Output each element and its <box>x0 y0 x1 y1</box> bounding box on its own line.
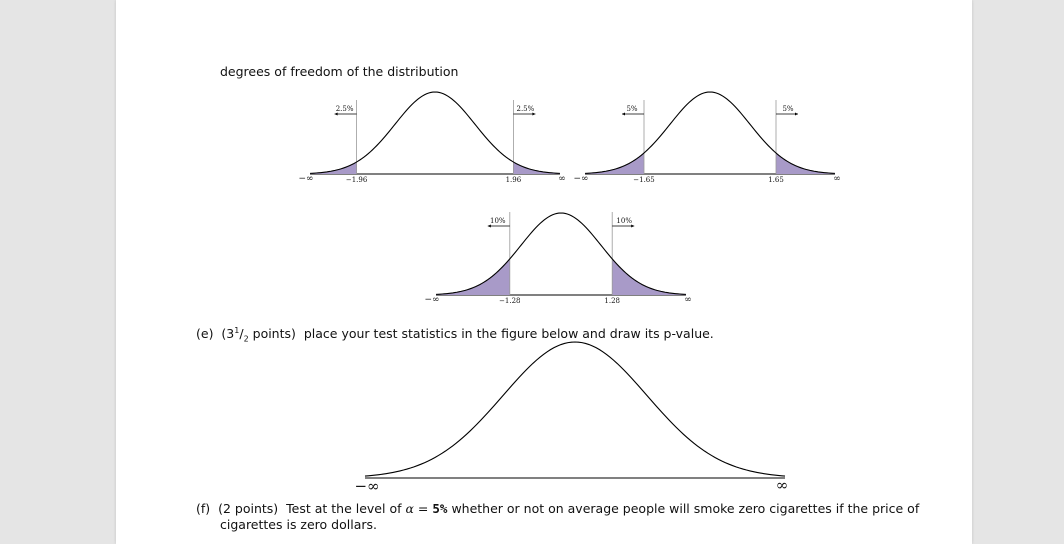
figures-svg: 2.5% 2.5% −∞ −1.96 1.96 ∞ 5% 5% −∞ −1.65 1.65 ∞ 10… <box>298 91 841 495</box>
alpha-symbol: α <box>405 501 414 516</box>
equals-sign: = <box>417 501 429 516</box>
left-tail-area <box>436 258 510 295</box>
question-f-points: (2 points) <box>218 501 279 516</box>
left-arrow-head <box>334 112 338 116</box>
pos-infinity-label: ∞ <box>776 476 789 494</box>
right-tail-label: 10% <box>616 217 632 225</box>
right-tail-label: 2.5% <box>517 105 535 113</box>
left-cut-label: −1.96 <box>346 176 368 184</box>
bell-curve <box>435 212 687 295</box>
neg-infinity-label: −∞ <box>424 295 439 305</box>
right-arrow-head <box>795 112 798 116</box>
curve-figure-90: 5% 5% −∞ −1.65 1.65 ∞ <box>573 91 841 184</box>
neg-infinity-label: −∞ <box>354 477 379 495</box>
left-arrow-head <box>622 112 625 116</box>
alpha-value: 5% <box>432 501 448 516</box>
right-cut-label: 1.28 <box>604 297 620 305</box>
curve-figure-80: 10% 10% −∞ −1.28 1.28 ∞ <box>424 212 692 305</box>
left-cut-label: −1.28 <box>499 297 520 305</box>
question-e: (e) (31/2 points) place your test statis… <box>196 326 714 344</box>
left-arrow-head <box>487 224 491 228</box>
header-text: degrees of freedom of the distribution <box>220 64 459 79</box>
pos-infinity-label: ∞ <box>558 174 566 184</box>
left-tail-area <box>585 152 644 174</box>
bell-curve <box>309 91 561 174</box>
right-cut-label: 1.65 <box>768 176 784 184</box>
pos-infinity-label: ∞ <box>684 295 692 305</box>
points-numerator: 1 <box>234 326 240 335</box>
pos-infinity-label: ∞ <box>833 174 841 184</box>
right-arrow-head <box>532 112 536 116</box>
points-denominator: 2 <box>243 334 249 344</box>
right-tail-area <box>513 161 560 174</box>
question-e-label: (e) <box>196 326 214 342</box>
question-f-label: (f) <box>196 501 211 516</box>
curve-figure-95: 2.5% 2.5% −∞ −1.96 1.96 ∞ <box>298 91 566 184</box>
left-tail-area <box>310 161 357 174</box>
right-arrow-head <box>631 224 635 228</box>
bell-curve <box>584 91 836 174</box>
left-tail-label: 5% <box>626 105 637 113</box>
blank-curve-figure: −∞ ∞ <box>354 341 789 495</box>
question-f-text-after: whether or not on average people will sm… <box>451 501 920 516</box>
right-tail-label: 5% <box>782 105 793 113</box>
question-f-text-before: Test at the level of <box>286 501 402 516</box>
question-e-points-suffix: points) <box>248 326 296 342</box>
left-tail-label: 2.5% <box>336 105 354 113</box>
neg-infinity-label: −∞ <box>298 174 313 184</box>
neg-infinity-label: −∞ <box>573 174 588 184</box>
question-f-line2: cigarettes is zero dollars. <box>220 517 377 532</box>
left-tail-label: 10% <box>490 217 506 225</box>
right-cut-label: 1.96 <box>506 176 522 184</box>
bell-curve <box>364 341 786 477</box>
document-page: degrees of freedom of the distribution 2… <box>116 0 972 544</box>
question-f: (f) (2 points) Test at the level of α = … <box>196 501 919 516</box>
left-cut-label: −1.65 <box>633 176 654 184</box>
right-tail-area <box>776 152 835 174</box>
question-e-text: place your test statistics in the figure… <box>303 326 714 342</box>
right-tail-area <box>612 258 686 295</box>
question-e-points-prefix: (3 <box>221 326 235 342</box>
